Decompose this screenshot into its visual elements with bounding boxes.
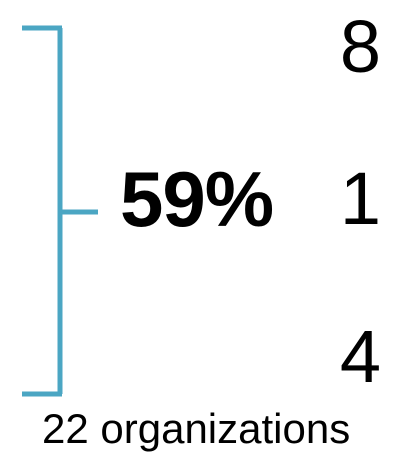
stack-value-middle: 1 xyxy=(339,157,381,240)
highlight-percent: 59% xyxy=(120,155,274,243)
value-stack: 8 1 4 xyxy=(311,0,381,420)
caption: 22 organizations xyxy=(42,405,351,452)
stack-value-bottom: 4 xyxy=(339,315,381,398)
stack-value-top: 8 xyxy=(339,5,381,88)
bracket-graphic xyxy=(22,25,98,397)
